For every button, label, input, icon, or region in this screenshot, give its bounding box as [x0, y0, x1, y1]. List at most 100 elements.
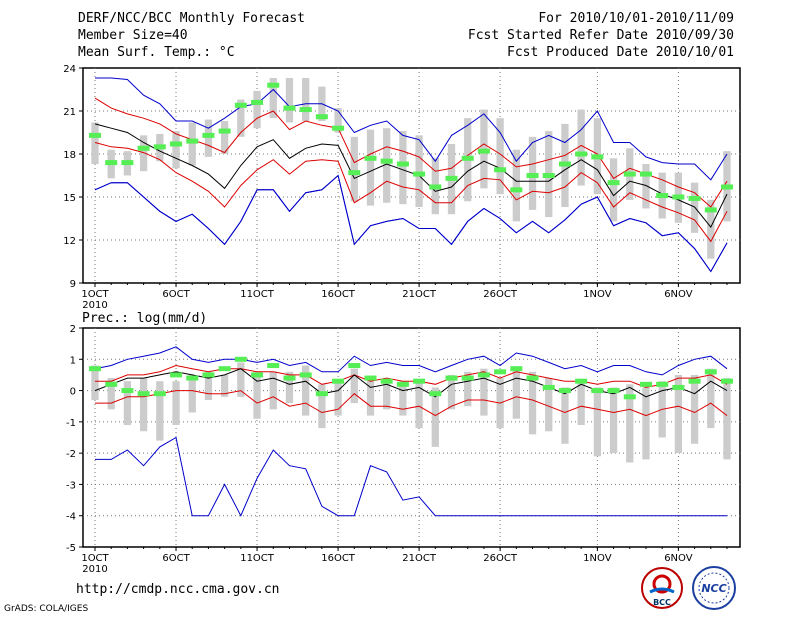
y-tick-label: -1	[66, 418, 76, 429]
median-marker	[575, 151, 588, 157]
ensemble-box	[334, 381, 342, 416]
ensemble-box	[220, 121, 229, 154]
ensemble-box	[561, 387, 569, 444]
series-line-p_hi	[95, 364, 728, 388]
ensemble-box	[253, 90, 261, 129]
median-marker	[137, 145, 150, 151]
temperature-panel: 9 12 15 18 21 24 1OCT 6OCT 11OCT 16OCT 21OCT 26OCT 1…	[63, 64, 741, 311]
ensemble-box	[512, 149, 520, 222]
panel-frame	[82, 327, 741, 548]
median-marker	[332, 378, 345, 384]
median-marker	[89, 132, 101, 138]
median-marker	[558, 161, 571, 167]
median-marker	[202, 372, 215, 378]
ensemble-box	[188, 374, 196, 413]
median-marker	[170, 372, 183, 378]
ensemble-box	[172, 131, 180, 169]
ensemble-box	[237, 362, 245, 397]
bcc-logo: BCC	[641, 567, 683, 609]
median-marker	[623, 394, 636, 400]
median-marker	[607, 180, 620, 186]
ensemble-box	[269, 371, 277, 410]
median-marker	[656, 193, 669, 199]
ensemble-box	[383, 128, 391, 203]
ensemble-box	[285, 78, 294, 123]
median-marker	[267, 82, 280, 88]
median-marker	[591, 388, 604, 394]
median-marker	[494, 369, 507, 375]
series-line-mean	[94, 123, 728, 229]
median-marker	[121, 388, 134, 394]
ensemble-box	[545, 378, 553, 432]
median-marker	[186, 138, 199, 144]
median-marker	[218, 128, 231, 134]
ensemble-box	[220, 374, 229, 397]
median-marker	[477, 372, 490, 378]
ensemble-box	[707, 199, 715, 259]
median-marker	[656, 381, 669, 387]
median-marker	[202, 132, 215, 138]
ensemble-box	[399, 381, 407, 416]
x-tick-label: 26OCT	[483, 289, 518, 300]
y-tick-label: -5	[66, 543, 76, 554]
x-tick-label: 6NOV	[664, 553, 693, 564]
series-line-p_lo	[95, 390, 728, 417]
ensemble-box	[91, 122, 99, 165]
series-line-mean	[94, 368, 728, 398]
year-label: 2010	[82, 564, 107, 575]
series-line-min	[95, 436, 727, 517]
ensemble-box	[123, 381, 132, 425]
ensemble-box	[107, 378, 115, 410]
median-marker	[526, 173, 539, 178]
x-tick-label: 1NOV	[583, 289, 612, 300]
ensemble-box	[91, 365, 99, 400]
bcc-logo-text: BCC	[653, 598, 671, 607]
series-line-p_hi	[94, 97, 728, 208]
y-tick-label: 15	[63, 193, 76, 204]
median-marker	[510, 187, 523, 193]
ensemble-box	[366, 129, 375, 206]
fcst-started-date: Fcst Started Refer Date 2010/09/30	[467, 28, 734, 43]
median-marker	[170, 141, 183, 147]
median-marker	[105, 160, 118, 166]
median-marker	[542, 384, 555, 390]
median-marker	[396, 161, 409, 167]
ncc-logo-text: NCC	[701, 582, 726, 595]
ensemble-box	[447, 374, 456, 410]
median-marker	[445, 375, 458, 381]
median-marker	[558, 388, 571, 394]
median-marker	[251, 372, 264, 378]
ensemble-box	[399, 131, 407, 205]
median-marker	[153, 391, 166, 397]
ensemble-box	[626, 384, 634, 463]
median-marker	[105, 381, 118, 387]
ensemble-box	[512, 368, 520, 419]
median-marker	[429, 391, 442, 397]
median-marker	[89, 366, 101, 372]
year-label: 2010	[82, 300, 107, 311]
y-tick-label: 9	[70, 279, 76, 290]
median-marker	[526, 375, 539, 381]
y-tick-label: 21	[63, 107, 76, 118]
x-tick-label: 6OCT	[162, 553, 190, 564]
median-marker	[218, 366, 231, 372]
series-line-upper	[95, 77, 728, 181]
ensemble-box	[318, 384, 326, 429]
median-marker	[639, 381, 652, 387]
median-marker	[688, 378, 701, 384]
median-marker	[137, 391, 150, 397]
x-tick-label: 11OCT	[240, 553, 275, 564]
median-marker	[396, 381, 409, 387]
source-url[interactable]: http://cmdp.ncc.cma.gov.cn	[76, 582, 280, 597]
median-marker	[607, 388, 620, 394]
median-marker	[461, 155, 474, 161]
x-tick-label: 1OCT	[81, 289, 109, 300]
ensemble-box	[237, 99, 245, 137]
median-marker	[348, 170, 361, 176]
ensemble-box	[496, 118, 504, 195]
y-tick-label: 24	[63, 64, 76, 75]
ensemble-box	[156, 381, 164, 441]
median-marker	[477, 148, 490, 154]
median-marker	[623, 171, 636, 177]
